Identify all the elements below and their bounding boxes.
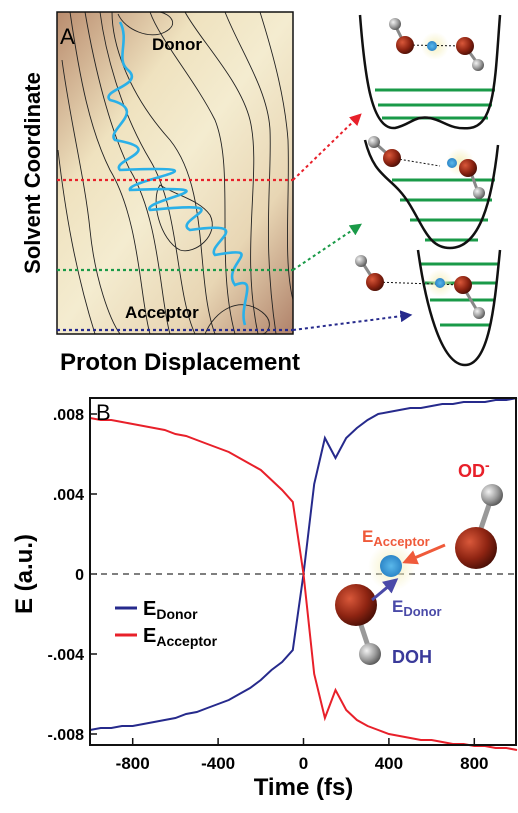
legend-label: EDonor bbox=[143, 598, 198, 622]
well-2 bbox=[363, 136, 500, 250]
x-axis-label: Proton Displacement bbox=[60, 349, 300, 376]
legend-subscript: Acceptor bbox=[156, 633, 217, 649]
e-acceptor: E bbox=[362, 527, 373, 546]
slice-arrow bbox=[292, 310, 413, 331]
x-tick-label: -800 bbox=[116, 754, 150, 773]
y-tick-label: 0 bbox=[75, 567, 84, 584]
well-1 bbox=[358, 14, 502, 130]
annotation: OD- bbox=[458, 457, 490, 481]
oxygen bbox=[455, 527, 497, 569]
panel-label: A bbox=[60, 24, 75, 49]
legend-subscript: Donor bbox=[156, 606, 198, 622]
y-tick-label: .004 bbox=[53, 487, 84, 504]
legend-name: E bbox=[143, 625, 156, 647]
slice-arrow bbox=[292, 113, 362, 181]
annotation: EAcceptor bbox=[362, 527, 430, 549]
well-3 bbox=[355, 249, 502, 367]
series-line bbox=[89, 397, 518, 731]
slice-arrow bbox=[292, 223, 362, 271]
panel-a: A Donor Acceptor Solvent Coordinate Prot… bbox=[20, 11, 502, 376]
hydrogen bbox=[481, 484, 503, 506]
molecule bbox=[335, 484, 503, 665]
legend-label: EAcceptor bbox=[143, 625, 218, 649]
annotation: DOH bbox=[392, 647, 432, 667]
e-donor-sub: Donor bbox=[403, 604, 441, 619]
y-tick-label: .008 bbox=[53, 407, 84, 424]
contours bbox=[57, 11, 294, 335]
series-line bbox=[89, 417, 518, 751]
x-tick-label: 800 bbox=[460, 754, 488, 773]
panel-a-frame bbox=[56, 11, 294, 335]
y-tick-label: -.004 bbox=[48, 647, 85, 664]
donor-label: Donor bbox=[152, 35, 202, 54]
y-axis-label: Solvent Coordinate bbox=[20, 72, 45, 274]
y-axis-label: E (a.u.) bbox=[11, 534, 38, 614]
annotation: EDonor bbox=[392, 597, 442, 619]
e-acceptor-sub: Acceptor bbox=[373, 534, 429, 549]
trajectory bbox=[107, 21, 249, 326]
acceptor-label: Acceptor bbox=[125, 303, 199, 322]
x-tick-label: 400 bbox=[375, 754, 403, 773]
panel-b: -.008 -.004 0 .004 .008 -800 -400 0 400 800 B Time … bbox=[11, 397, 518, 801]
plot-frame bbox=[89, 397, 517, 746]
x-axis-label: Time (fs) bbox=[254, 774, 354, 801]
x-tick-label: 0 bbox=[299, 754, 308, 773]
ion-label: OD bbox=[458, 461, 485, 481]
hydrogen bbox=[359, 643, 381, 665]
ion-charge: - bbox=[485, 457, 490, 473]
energy-surface bbox=[57, 12, 293, 334]
y-tick-label: -.008 bbox=[48, 727, 85, 744]
panel-label: B bbox=[96, 400, 111, 425]
acceptor-arrow bbox=[402, 543, 446, 565]
e-donor: E bbox=[392, 597, 403, 616]
legend-name: E bbox=[143, 598, 156, 620]
x-tick-label: -400 bbox=[201, 754, 235, 773]
oxygen bbox=[335, 584, 377, 626]
donor-arrow bbox=[371, 578, 399, 602]
proton bbox=[380, 555, 402, 577]
